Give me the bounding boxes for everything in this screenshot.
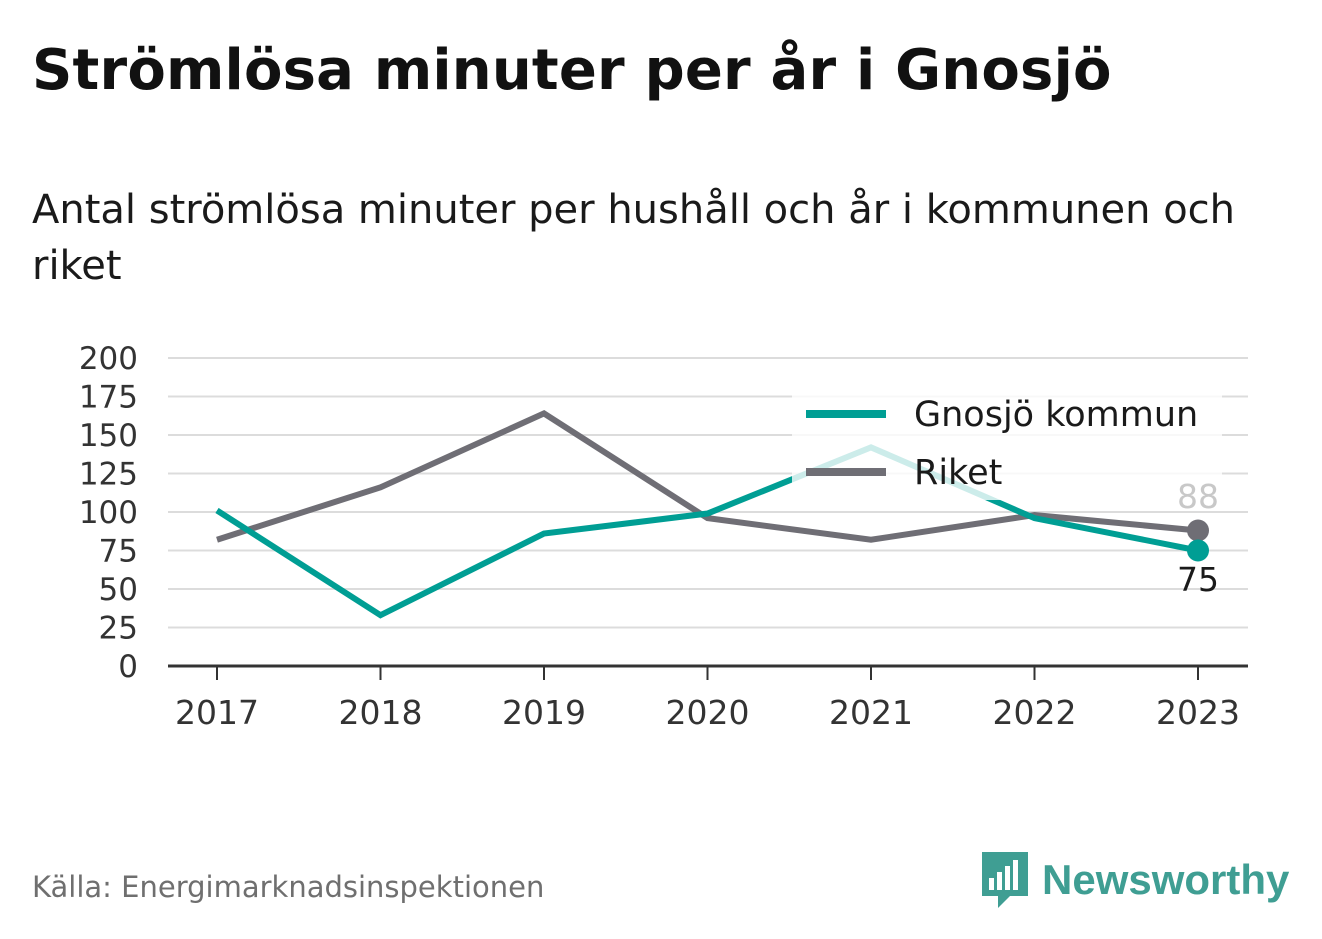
x-tick-label: 2017 xyxy=(175,693,259,732)
data-label-riket: 88 xyxy=(1177,477,1219,516)
newsworthy-logo-icon xyxy=(982,852,1028,908)
x-tick-label: 2021 xyxy=(829,693,913,732)
y-tick-label: 175 xyxy=(79,380,138,416)
brand-name: Newsworthy xyxy=(1042,856,1290,903)
x-tick-label: 2022 xyxy=(993,693,1077,732)
y-tick-label: 75 xyxy=(99,534,138,570)
y-tick-label: 125 xyxy=(79,457,138,493)
y-tick-label: 0 xyxy=(118,649,138,685)
x-tick-label: 2020 xyxy=(666,693,750,732)
x-tick-label: 2023 xyxy=(1156,693,1240,732)
y-tick-label: 100 xyxy=(79,495,138,531)
y-tick-label: 50 xyxy=(99,572,138,608)
end-point-gnosjo xyxy=(1187,539,1209,562)
x-tick-label: 2019 xyxy=(502,693,586,732)
chart-title: Strömlösa minuter per år i Gnosjö xyxy=(32,38,1112,103)
end-point-riket xyxy=(1187,519,1209,542)
legend-label-riket: Riket xyxy=(914,453,1002,493)
source-note: Källa: Energimarknadsinspektionen xyxy=(32,870,545,904)
x-tick-label: 2018 xyxy=(339,693,423,732)
y-tick-label: 200 xyxy=(79,341,138,377)
legend-label-gnosjo: Gnosjö kommun xyxy=(914,395,1198,435)
y-tick-label: 25 xyxy=(99,611,138,647)
brand-logo: Newsworthy xyxy=(980,850,1289,910)
y-tick-label: 150 xyxy=(79,418,138,454)
data-label-gnosjo: 75 xyxy=(1177,560,1219,599)
series-line-gnosjo xyxy=(215,444,1199,619)
legend-background xyxy=(792,390,1222,500)
chart-subtitle: Antal strömlösa minuter per hushåll och … xyxy=(32,187,1236,289)
